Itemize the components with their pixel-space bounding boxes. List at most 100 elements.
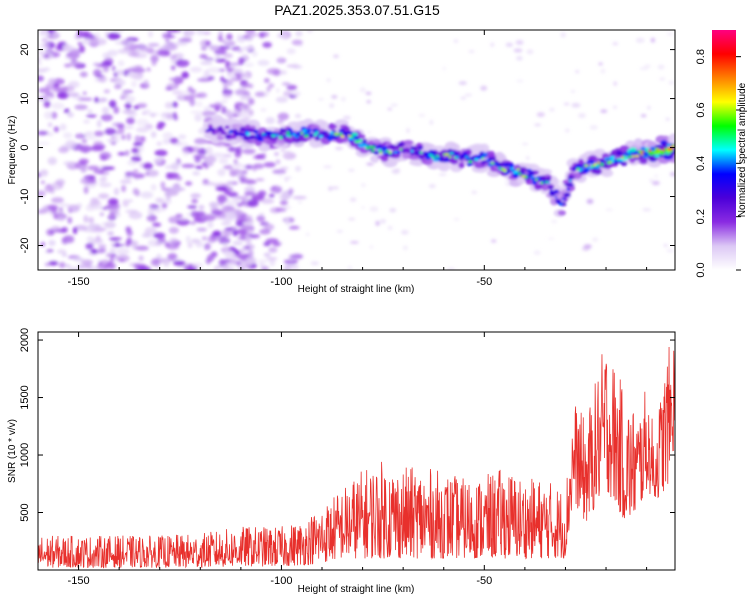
noise-blob: [460, 96, 466, 100]
noise-blob: [213, 265, 220, 270]
ridge-blob: [516, 176, 526, 185]
noise-blob: [114, 84, 122, 90]
noise-blob: [428, 184, 436, 189]
noise-blob: [277, 119, 281, 126]
noise-blob: [82, 38, 95, 45]
ridge-blob: [474, 158, 479, 161]
noise-blob: [225, 253, 237, 257]
noise-blob: [113, 106, 120, 114]
noise-blob: [38, 61, 43, 66]
noise-blob: [96, 64, 111, 68]
noise-blob: [90, 229, 104, 233]
noise-blob: [95, 235, 101, 241]
y-tick-label: 2000: [19, 328, 31, 352]
noise-blob: [46, 96, 52, 101]
noise-blob: [276, 33, 289, 39]
x-tick-label: -100: [270, 575, 292, 587]
noise-blob: [194, 114, 202, 122]
noise-blob: [93, 168, 105, 175]
ridge-blob: [561, 197, 566, 201]
noise-blob: [53, 126, 60, 133]
ridge-blob: [335, 132, 339, 136]
noise-blob: [65, 140, 77, 148]
noise-blob: [88, 217, 95, 224]
noise-blob: [197, 78, 212, 82]
noise-blob: [100, 113, 113, 122]
ridge-blob: [465, 156, 471, 160]
noise-blob: [224, 227, 233, 231]
noise-blob: [200, 61, 213, 65]
noise-blob: [666, 249, 674, 253]
noise-blob: [192, 262, 204, 269]
noise-blob: [106, 202, 121, 210]
ridge-blob: [568, 179, 572, 183]
ridge-blob: [410, 146, 418, 151]
noise-blob: [236, 202, 243, 207]
noise-blob: [227, 191, 239, 198]
noise-blob: [146, 67, 151, 72]
ridge-blob: [532, 180, 537, 185]
noise-blob: [207, 76, 215, 81]
noise-blob: [39, 169, 49, 178]
noise-blob: [265, 238, 279, 244]
noise-blob: [83, 119, 91, 124]
noise-blob: [138, 255, 144, 262]
noise-blob: [471, 190, 478, 194]
noise-blob: [116, 248, 130, 255]
noise-blob: [295, 30, 303, 37]
noise-blob: [285, 217, 290, 226]
ridge-blob: [379, 151, 383, 154]
noise-blob: [218, 237, 231, 245]
ridge-blob: [207, 124, 213, 130]
noise-blob: [418, 113, 426, 118]
noise-blob: [280, 200, 288, 206]
noise-blob: [295, 165, 301, 172]
noise-blob: [242, 148, 256, 155]
noise-blob: [222, 79, 228, 83]
noise-blob: [196, 30, 204, 36]
noise-blob: [350, 241, 359, 244]
y-tick-label: -20: [19, 238, 31, 254]
noise-blob: [108, 215, 115, 220]
noise-blob: [575, 70, 579, 73]
noise-blob: [124, 102, 132, 110]
noise-blob: [43, 111, 53, 120]
ridge-blob: [530, 175, 534, 179]
noise-blob: [126, 117, 135, 125]
noise-blob: [151, 61, 157, 66]
noise-blob: [187, 242, 193, 249]
noise-blob: [571, 103, 581, 108]
ridge-blob: [508, 163, 515, 168]
ridge-blob: [480, 160, 488, 164]
snr-x-ticks: -150 -100 -50: [37, 332, 648, 587]
noise-blob: [162, 32, 168, 39]
noise-blob: [67, 216, 73, 224]
noise-blob: [190, 146, 201, 153]
ridge-blob: [401, 152, 411, 159]
noise-blob: [90, 249, 98, 254]
ridge-blob: [381, 145, 388, 151]
noise-blob: [288, 225, 300, 230]
ridge-blob: [481, 156, 485, 160]
noise-blob: [225, 261, 234, 266]
noise-blob: [111, 243, 125, 247]
noise-blob: [112, 30, 125, 33]
noise-blob: [640, 114, 647, 118]
noise-blob: [139, 46, 150, 52]
noise-blob: [233, 159, 238, 165]
ridge-blob: [302, 129, 307, 133]
snr-x-label: Height of straight line (km): [298, 584, 415, 595]
noise-blob: [333, 54, 339, 58]
noise-blob: [104, 128, 117, 135]
noise-blob: [150, 184, 157, 191]
noise-blob: [200, 53, 207, 59]
noise-blob: [85, 136, 97, 140]
noise-blob: [141, 234, 153, 238]
ridge-blob: [329, 133, 334, 137]
noise-blob: [571, 90, 575, 93]
noise-blob: [241, 82, 252, 88]
noise-blob: [175, 141, 189, 147]
noise-blob: [171, 187, 186, 191]
y-tick-label: 20: [19, 43, 31, 55]
noise-blob: [226, 33, 233, 41]
